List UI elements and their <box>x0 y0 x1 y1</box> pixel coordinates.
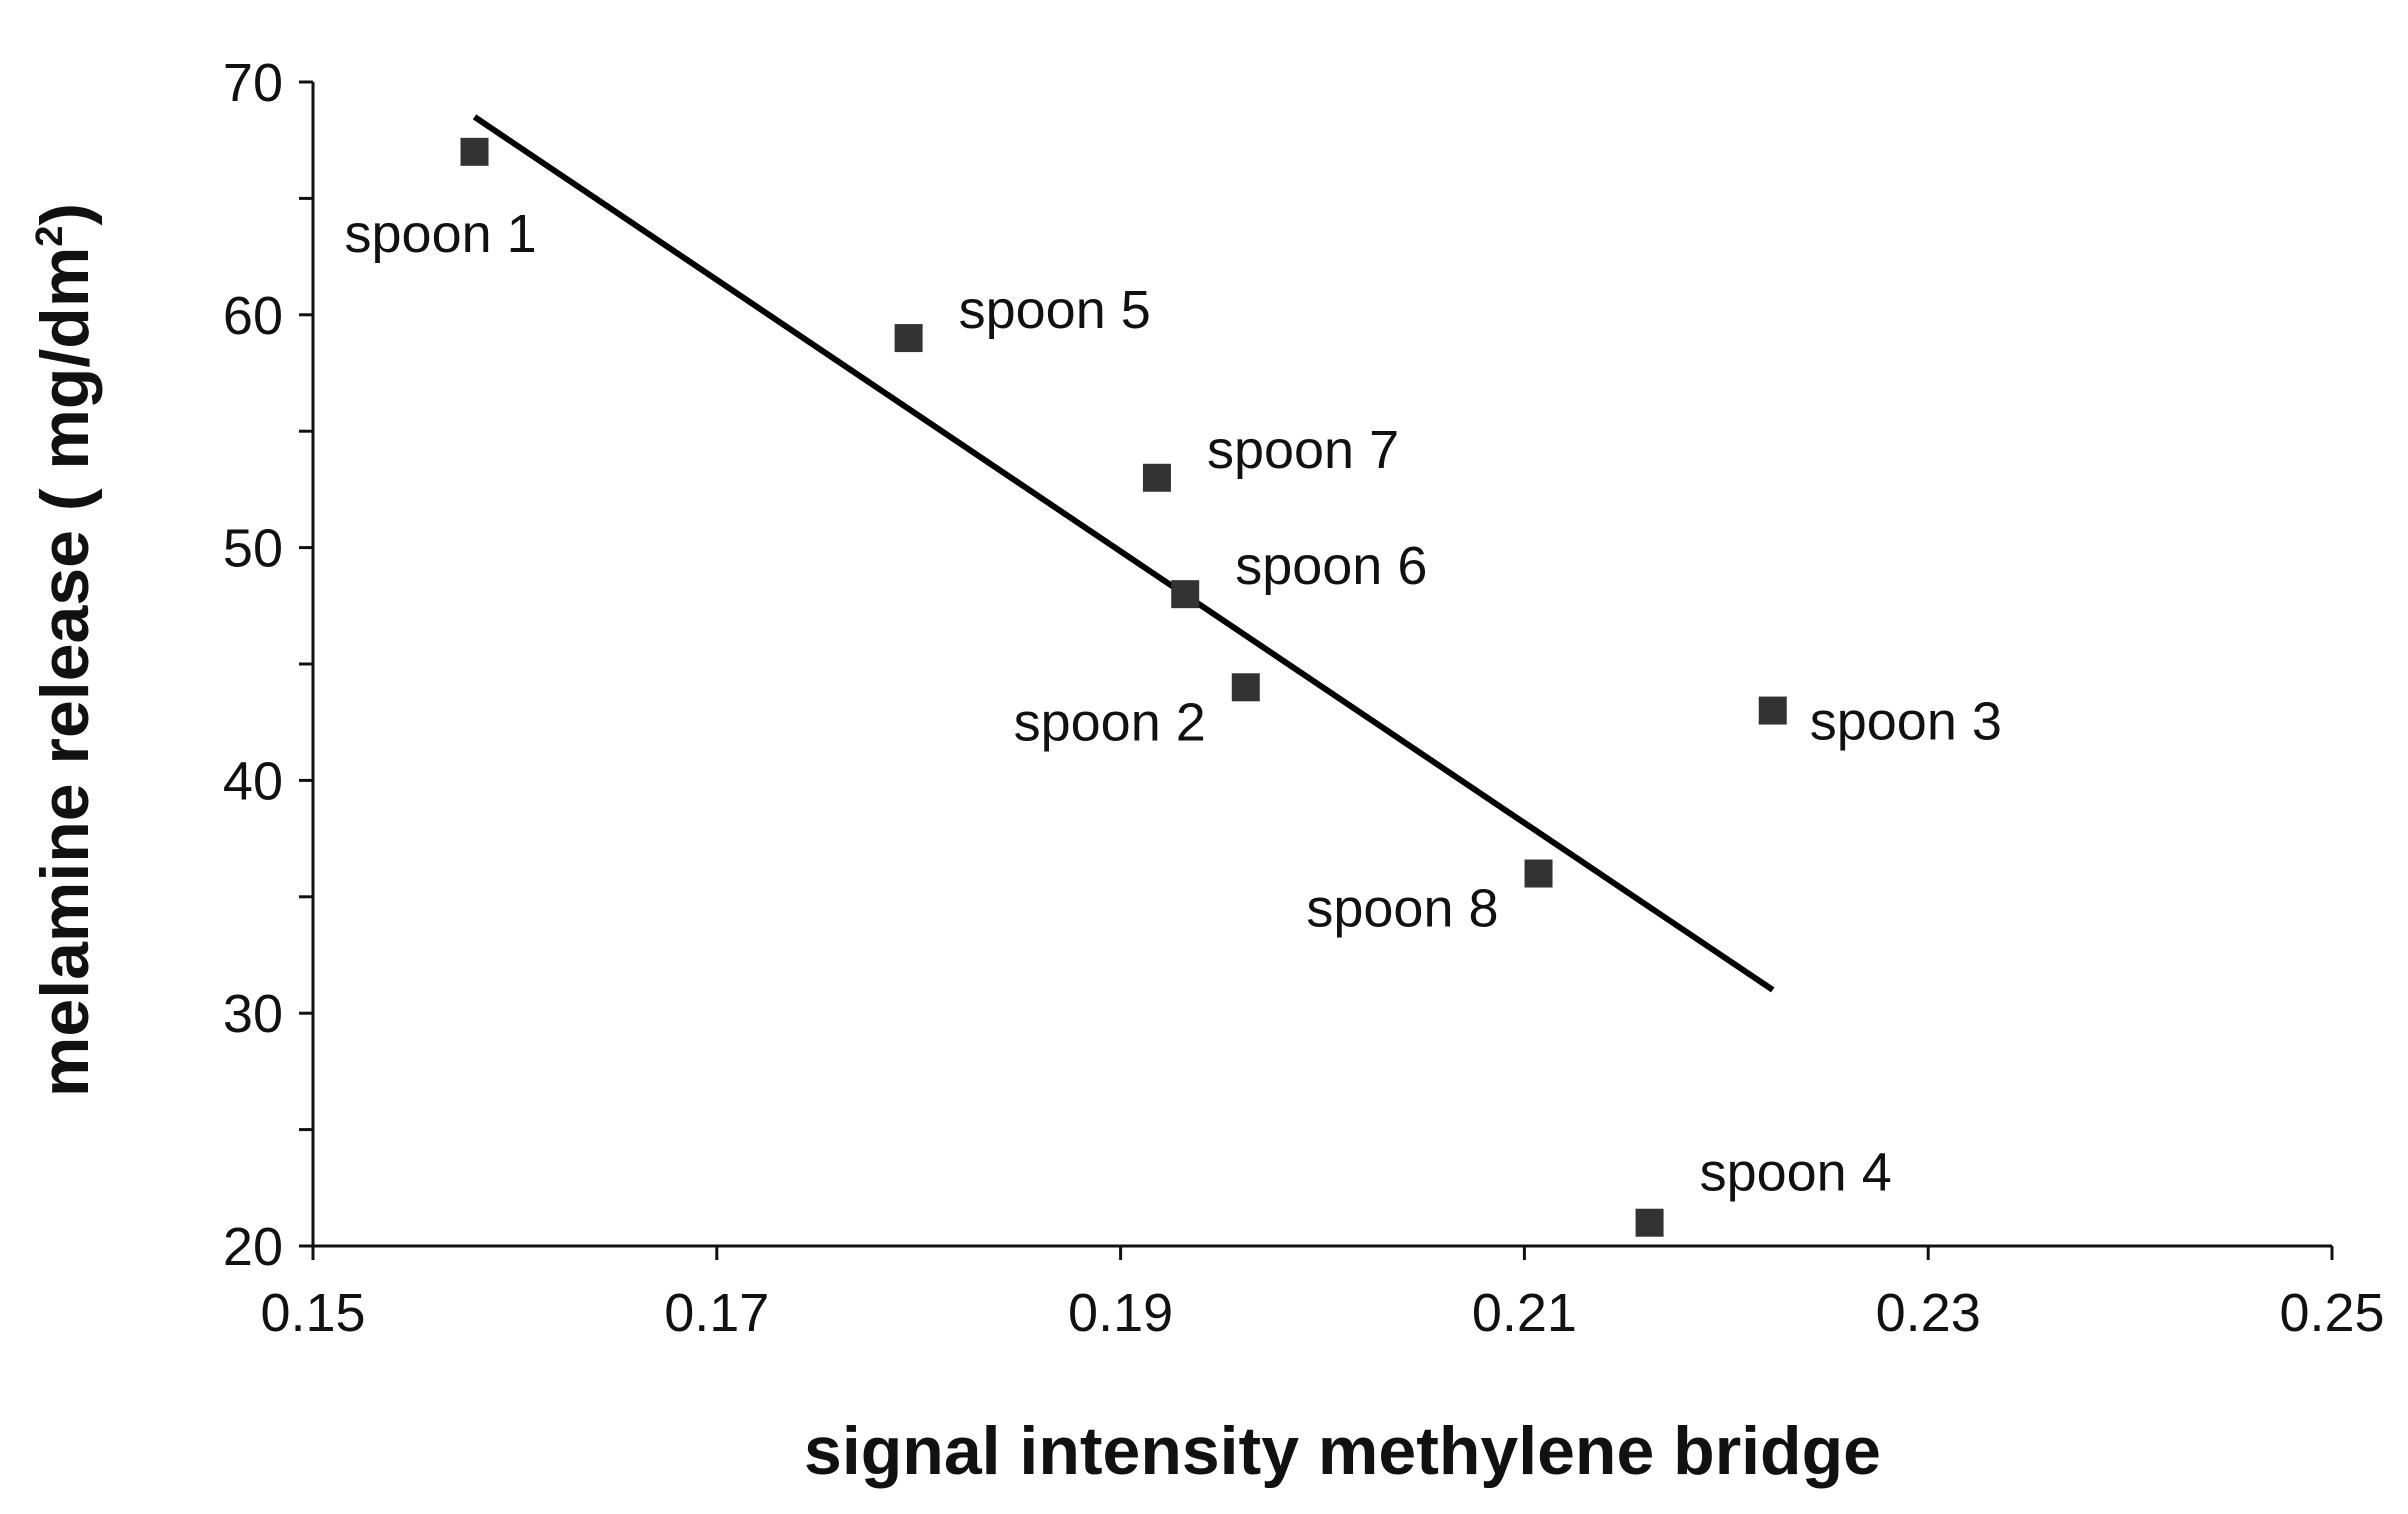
data-point <box>894 324 923 353</box>
x-tick-label: 0.23 <box>1876 1283 1981 1343</box>
x-tick-label: 0.17 <box>664 1283 769 1343</box>
point-label: spoon 6 <box>1235 536 1427 596</box>
y-axis-title-superscript: 2 <box>29 226 71 247</box>
point-label: spoon 5 <box>959 280 1151 340</box>
point-label: spoon 1 <box>345 204 537 264</box>
point-label: spoon 7 <box>1207 420 1399 480</box>
y-tick-label: 50 <box>223 519 283 579</box>
y-tick-label: 70 <box>223 53 283 113</box>
point-label: spoon 3 <box>1810 692 2002 752</box>
point-labels: spoon 1 spoon 5 spoon 7 spoon 6 spoon 2 spoon… <box>345 204 2002 1203</box>
axes <box>311 82 2332 1248</box>
point-label: spoon 8 <box>1306 879 1498 939</box>
point-label: spoon 4 <box>1700 1143 1892 1203</box>
data-point <box>1142 463 1171 492</box>
data-point <box>460 137 489 166</box>
x-tick-label: 0.15 <box>260 1283 365 1343</box>
y-tick-label: 20 <box>223 1217 283 1277</box>
y-axis-title: melamine release ( mg/dm2) <box>27 203 103 1097</box>
tick-labels: 20 30 40 50 60 70 0.15 0.17 0.19 0.21 0.23 0.25 <box>223 53 2385 1343</box>
x-tick-label: 0.19 <box>1068 1283 1173 1343</box>
y-axis-title-close: ) <box>27 203 103 226</box>
x-tick-label: 0.21 <box>1472 1283 1577 1343</box>
data-point <box>1758 696 1787 725</box>
data-point <box>1231 673 1260 702</box>
ticks <box>299 80 2334 1260</box>
point-label: spoon 2 <box>1014 692 1206 752</box>
y-tick-label: 40 <box>223 751 283 811</box>
trendline <box>472 114 1775 993</box>
x-tick-label: 0.25 <box>2279 1283 2384 1343</box>
x-axis-title: signal intensity methylene bridge <box>804 1413 1881 1489</box>
data-point <box>1635 1208 1664 1237</box>
y-axis-title-main: melamine release ( mg/dm <box>27 247 103 1097</box>
y-tick-label: 30 <box>223 984 283 1044</box>
y-tick-label: 60 <box>223 286 283 346</box>
data-points <box>460 137 1787 1237</box>
data-point <box>1524 859 1553 888</box>
data-point <box>1171 580 1200 609</box>
